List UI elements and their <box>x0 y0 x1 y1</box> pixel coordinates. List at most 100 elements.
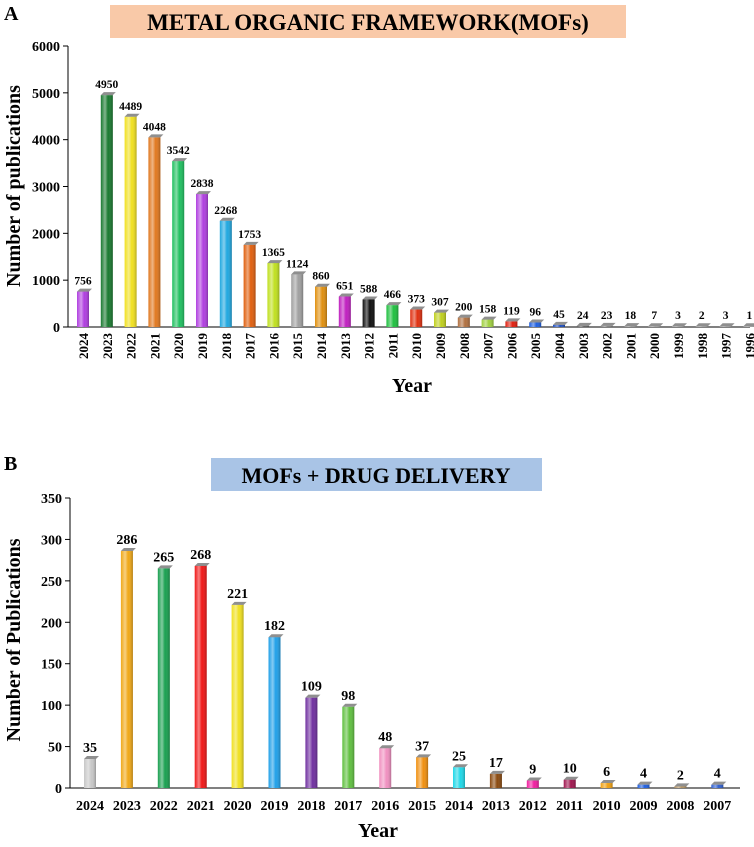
chart-a-bar-cap <box>243 241 259 245</box>
chart-a-x-tick-label: 2001 <box>623 333 638 359</box>
chart-b-x-tick-label: 2007 <box>703 799 731 814</box>
chart-a-bar-shading <box>695 326 708 327</box>
chart-a-value-label: 1753 <box>238 229 261 241</box>
panel-a: A METAL ORGANIC FRAMEWORK(MOFs) 0 1000 200… <box>3 3 754 397</box>
chart-b-bar-cap <box>84 756 99 759</box>
chart-a-value-label: 860 <box>312 271 330 283</box>
chart-b-y-tick-label: 300 <box>41 533 62 548</box>
chart-a-bar-cap <box>529 319 545 323</box>
chart-a-x-tick-label: 1997 <box>719 333 734 360</box>
chart-a-x-tick-label: 1996 <box>742 333 754 360</box>
chart-a-bar-cap <box>648 323 664 327</box>
chart-a-value-label: 1 <box>747 310 753 322</box>
chart-b-value-label: 25 <box>452 749 466 764</box>
chart-b-bar-shading <box>120 551 133 788</box>
chart-a-y-tick-label: 4000 <box>32 134 60 149</box>
chart-b-bar-cap <box>453 764 468 768</box>
chart-a-bar-cap <box>624 323 640 327</box>
chart-a-x-label: Year <box>392 375 432 397</box>
chart-a-bar-cap <box>100 92 116 96</box>
chart-b-value-label: 182 <box>264 619 285 634</box>
chart-a-y-tick-label: 2000 <box>32 227 60 242</box>
chart-b-y-tick-label: 350 <box>41 492 62 507</box>
chart-a-bar-shading <box>505 321 518 327</box>
chart-b-value-label: 268 <box>190 548 211 563</box>
chart-a-x-tick-label: 2015 <box>290 333 305 360</box>
chart-a-bar-cap <box>457 314 473 318</box>
chart-b-bar-cap <box>379 745 395 749</box>
chart-a-value-label: 96 <box>529 307 541 319</box>
chart-a-bar-shading <box>743 326 754 327</box>
chart-b-x-label: Year <box>358 820 398 842</box>
chart-a-value-label: 24 <box>577 310 589 322</box>
chart-a-value-label: 2838 <box>191 178 214 190</box>
chart-a-bar-cap <box>553 321 568 325</box>
chart-b-x-tick-label: 2021 <box>187 799 215 814</box>
chart-a-bar-cap <box>172 158 188 162</box>
chart-a-bar-cap <box>672 323 687 327</box>
chart-a-value-label: 756 <box>74 276 92 288</box>
chart-a-y-label: Number of publications <box>3 85 25 287</box>
chart-a-value-label: 1124 <box>286 258 309 270</box>
chart-a-bar-cap <box>410 306 426 310</box>
chart-b-x-tick-label: 2009 <box>630 799 658 814</box>
chart-a-bar-shading <box>672 326 684 327</box>
chart-a-x-tick-label: 2004 <box>552 333 567 360</box>
chart-a-bar-cap <box>434 309 449 313</box>
chart-a-x-tick-label: 2017 <box>243 333 258 360</box>
chart-a-bar-shading <box>219 220 232 327</box>
chart-b-y-tick-label: 100 <box>41 699 62 714</box>
chart-b-x-tick-label: 2023 <box>113 799 141 814</box>
chart-b-bar-cap <box>526 777 542 781</box>
chart-b-x-tick-label: 2010 <box>593 799 621 814</box>
chart-b-bar-shading <box>157 568 170 788</box>
chart-a-bar-cap <box>219 217 235 221</box>
chart-a-bar-shading <box>386 305 399 327</box>
chart-a-y-tick-label: 0 <box>53 321 60 336</box>
chart-a-x-tick-label: 2014 <box>314 333 329 360</box>
chart-a-y-tick-label: 1000 <box>32 274 60 289</box>
chart-a-bar-shading <box>410 309 423 327</box>
chart-a-value-label: 3542 <box>167 145 190 157</box>
chart-a-value-label: 651 <box>336 281 354 293</box>
chart-b-value-label: 265 <box>153 550 174 565</box>
chart-b-x-tick-label: 2024 <box>76 799 104 814</box>
chart-b-x-tick-label: 2015 <box>408 799 436 814</box>
chart-a-bar-cap <box>196 191 211 195</box>
chart-b-y-tick-label: 200 <box>41 616 62 631</box>
chart-a-bar-cap <box>291 271 307 275</box>
chart-b-value-label: 37 <box>415 739 429 754</box>
chart-b-bars: 35 2024 286 2023 265 2022 268 2021 221 2020 182 201… <box>76 533 731 814</box>
chart-a-value-label: 119 <box>503 305 520 317</box>
chart-b-x-tick-label: 2008 <box>666 799 694 814</box>
chart-a-x-tick-label: 2009 <box>433 333 448 360</box>
chart-a-value-label: 1365 <box>262 247 285 259</box>
chart-a-value-label: 307 <box>431 297 449 309</box>
chart-b-bar-cap <box>600 780 616 784</box>
chart-a-y-tick-label: 5000 <box>32 87 60 102</box>
chart-b-value-label: 10 <box>563 762 577 777</box>
chart-b-y-ticks: 0 50 100 150 200 250 300 350 <box>41 492 70 797</box>
chart-b-bar-shading <box>194 565 207 788</box>
chart-b-bar-cap <box>563 776 579 780</box>
chart-a-bar-cap <box>481 316 497 320</box>
chart-b-value-label: 221 <box>227 587 248 602</box>
chart-b-value-label: 48 <box>378 730 392 745</box>
chart-a-bar-shading <box>315 286 327 327</box>
chart-b-value-label: 2 <box>677 768 684 783</box>
chart-a-value-label: 3 <box>723 310 729 322</box>
chart-a-bar-cap <box>695 323 711 327</box>
chart-a-value-label: 3 <box>675 310 681 322</box>
chart-a-x-tick-label: 2019 <box>195 333 210 360</box>
chart-b-value-label: 6 <box>603 765 610 780</box>
chart-a-value-label: 45 <box>553 309 565 321</box>
chart-b-bar-shading <box>342 706 355 788</box>
chart-a-bar-cap <box>743 323 754 327</box>
chart-a-bar-shading <box>267 263 280 327</box>
chart-a-bar-shading <box>624 326 637 327</box>
chart-b-bar-shading <box>600 783 613 788</box>
chart-a-x-tick-label: 1998 <box>695 333 710 360</box>
chart-b-x-tick-label: 2014 <box>445 799 473 814</box>
chart-b-value-label: 109 <box>301 680 322 695</box>
chart-a-value-label: 4048 <box>143 121 166 133</box>
